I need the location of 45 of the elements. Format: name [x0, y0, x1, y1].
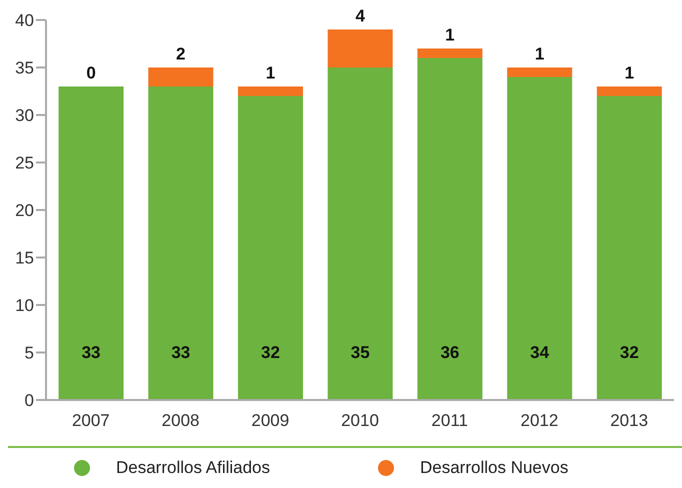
bar [507, 77, 572, 400]
y-tick-label: 10 [15, 296, 34, 316]
bar [507, 68, 572, 77]
y-tick-label: 35 [15, 58, 34, 78]
data-label: 1 [266, 64, 276, 82]
bar [148, 68, 214, 86]
y-tick-label: 20 [15, 201, 34, 220]
bar [328, 30, 393, 68]
y-tick-label: 0 [24, 391, 34, 410]
data-label: 1 [534, 44, 544, 64]
bar [328, 68, 393, 400]
data-label: 32 [620, 343, 639, 362]
y-tick-label: 30 [15, 106, 34, 126]
data-label: 32 [261, 343, 280, 362]
data-label: 34 [530, 343, 550, 362]
y-tick-label: 25 [15, 154, 34, 173]
x-tick-label: 2011 [431, 411, 468, 430]
x-tick-label: 2009 [251, 411, 290, 430]
bar [238, 86, 303, 96]
x-tick-label: 2013 [610, 411, 648, 430]
data-label: 33 [171, 343, 190, 362]
bar [596, 86, 662, 96]
data-label: 1 [445, 26, 455, 44]
y-tick-label: 40 [15, 11, 34, 30]
data-label: 1 [624, 64, 634, 82]
bar [58, 86, 124, 400]
bar [148, 86, 214, 400]
x-tick-label: 2012 [520, 411, 558, 430]
data-label: 33 [82, 343, 101, 362]
data-label: 4 [355, 6, 366, 26]
data-label: 36 [440, 343, 460, 362]
bar [417, 48, 482, 58]
y-tick-label: 15 [15, 248, 34, 268]
data-label: 35 [350, 343, 370, 362]
bar [596, 96, 662, 400]
x-tick-label: 2007 [72, 411, 110, 430]
data-label: 0 [86, 64, 96, 82]
legend-label: Desarrollos Afiliados [116, 458, 270, 478]
x-tick-label: 2008 [162, 411, 200, 430]
y-tick-label: 5 [24, 344, 34, 363]
x-tick-label: 2010 [341, 411, 379, 430]
data-label: 2 [176, 44, 186, 64]
legend-label: Desarrollos Nuevos [420, 458, 568, 478]
bar [238, 96, 303, 400]
bar [417, 58, 482, 400]
